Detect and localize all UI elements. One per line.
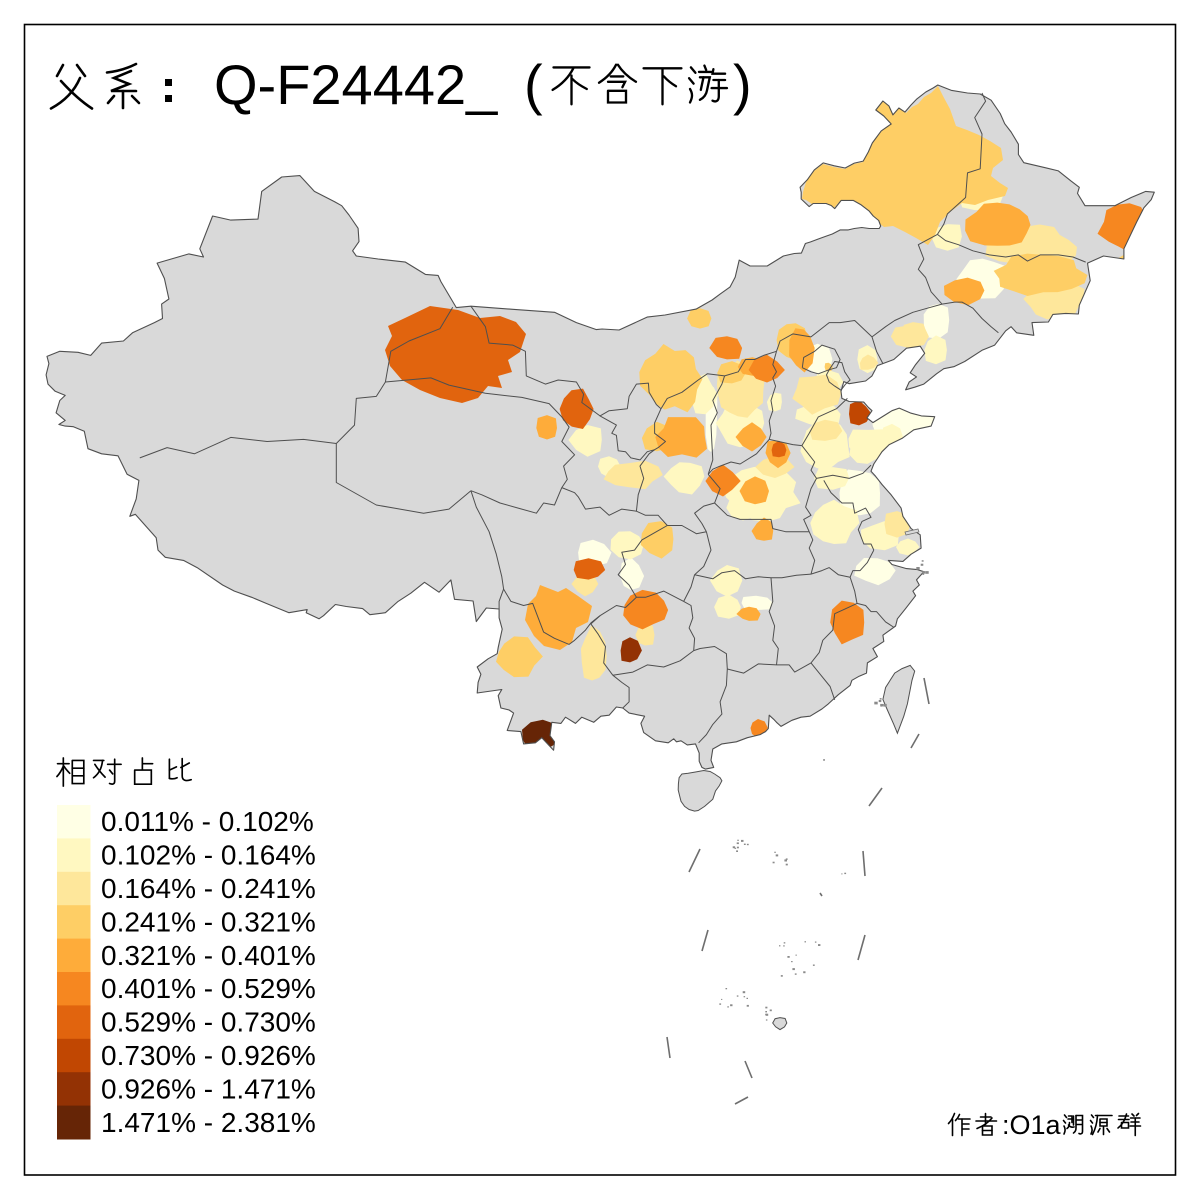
svg-text:0.321% - 0.401%: 0.321% - 0.401% (101, 940, 316, 971)
svg-text:Q-F24442_: Q-F24442_ (214, 53, 498, 116)
svg-text:0.011% - 0.102%: 0.011% - 0.102% (101, 806, 314, 837)
svg-text:(: ( (524, 53, 543, 116)
svg-text:): ) (733, 53, 752, 116)
svg-text:0.164% - 0.241%: 0.164% - 0.241% (101, 873, 316, 904)
svg-text:0.529% - 0.730%: 0.529% - 0.730% (101, 1007, 316, 1038)
svg-text:0.401% - 0.529%: 0.401% - 0.529% (101, 973, 316, 1004)
svg-text:0.730% - 0.926%: 0.730% - 0.926% (101, 1040, 316, 1071)
svg-text:0.241% - 0.321%: 0.241% - 0.321% (101, 906, 316, 937)
svg-text:1.471% - 2.381%: 1.471% - 2.381% (101, 1107, 316, 1138)
svg-text:0.102% - 0.164%: 0.102% - 0.164% (101, 840, 316, 871)
svg-text:0.926% - 1.471%: 0.926% - 1.471% (101, 1073, 316, 1104)
svg-text::O1a: :O1a (1002, 1110, 1062, 1140)
